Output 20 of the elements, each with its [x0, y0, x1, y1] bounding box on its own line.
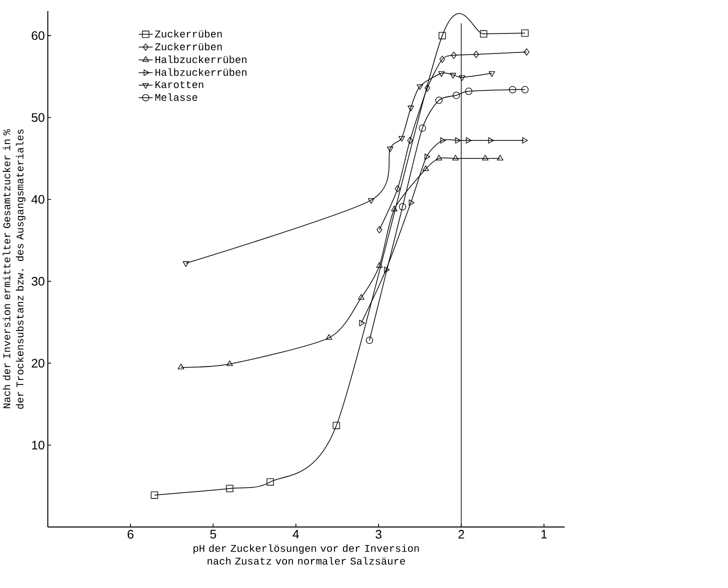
legend-label: Melasse: [155, 93, 198, 101]
y-axis-title: Nach der Inversion ermittelter Gesamtzucker in % der Trockensubstanz bzw. des Ausgangsmateriales: [2, 128, 26, 409]
y-tick-label: 10: [32, 440, 44, 450]
y-tick-label: 40: [31, 194, 44, 204]
x-tick-label: 1: [541, 530, 547, 538]
y-tick-label: 20: [32, 358, 44, 368]
legend-label: Halbzuckerrüben: [156, 68, 246, 76]
x-tick-label: 2: [458, 530, 464, 538]
x-tick-label: 6: [128, 530, 134, 538]
y-tick-label: 60: [32, 30, 44, 40]
y-tick-label: 30: [32, 276, 44, 286]
x-tick-label: 4: [292, 530, 299, 538]
legend-label: Zuckerrüben: [155, 30, 222, 38]
x-axis-title: pH der Zuckerlösungen vor der Inversion nach Zusatz von normaler Salzsäure: [194, 544, 419, 564]
x-tick-label: 3: [376, 530, 382, 538]
legend-label: Karotten: [156, 80, 204, 88]
y-tick-label: 50: [32, 112, 44, 122]
x-tick-label: 5: [210, 530, 216, 538]
legend-label: Halbzuckerrüben: [156, 55, 246, 63]
legend-label: Zuckerrüben: [155, 42, 222, 50]
